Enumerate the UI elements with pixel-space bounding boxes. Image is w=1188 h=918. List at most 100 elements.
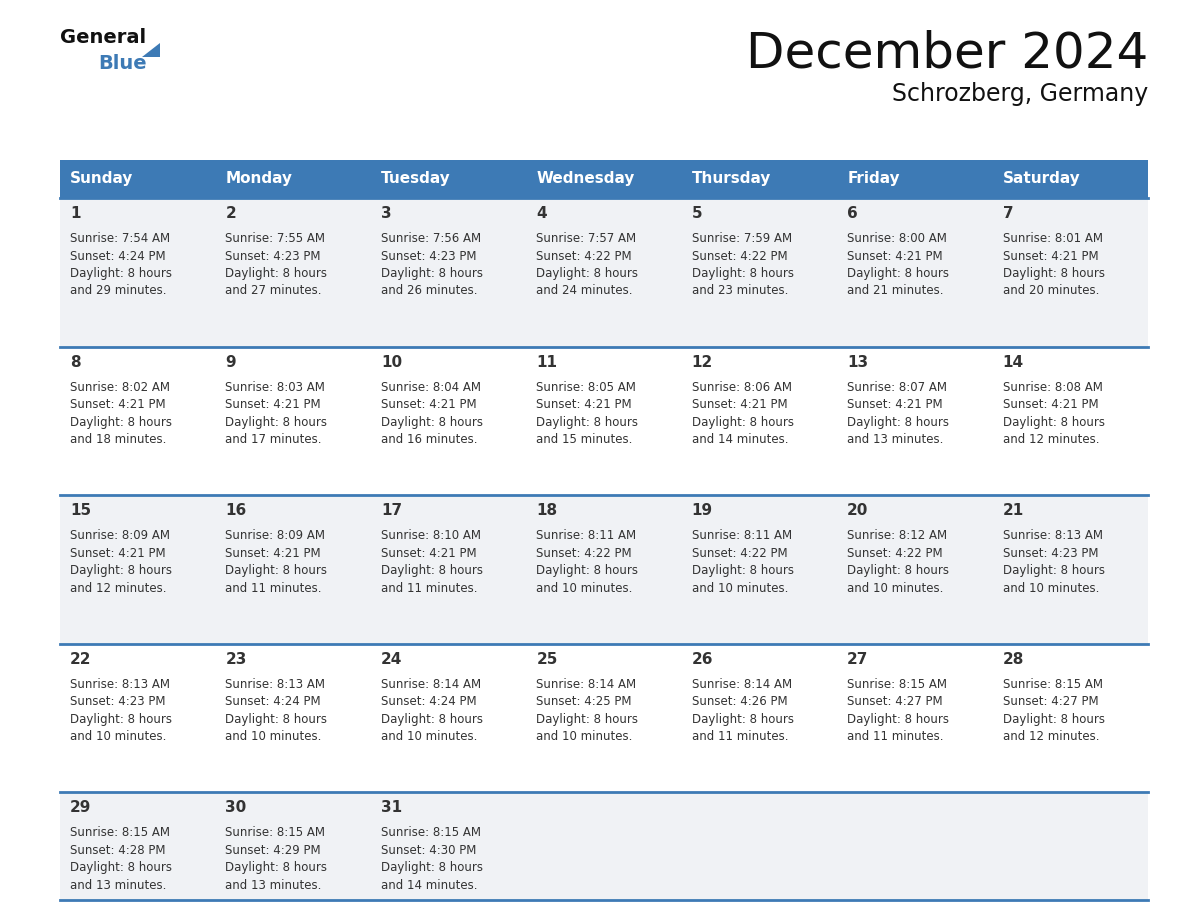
Text: 16: 16 [226, 503, 247, 518]
Text: Sunset: 4:28 PM: Sunset: 4:28 PM [70, 844, 165, 856]
Bar [61, 792, 1148, 900]
Text: 26: 26 [691, 652, 713, 666]
Text: Sunset: 4:22 PM: Sunset: 4:22 PM [536, 250, 632, 263]
Text: Daylight: 8 hours: Daylight: 8 hours [226, 861, 328, 875]
Text: and 10 minutes.: and 10 minutes. [70, 731, 166, 744]
Text: Daylight: 8 hours: Daylight: 8 hours [691, 416, 794, 429]
Text: Sunset: 4:27 PM: Sunset: 4:27 PM [1003, 695, 1098, 709]
Text: Sunset: 4:25 PM: Sunset: 4:25 PM [536, 695, 632, 709]
Text: and 14 minutes.: and 14 minutes. [381, 879, 478, 892]
Text: Daylight: 8 hours: Daylight: 8 hours [1003, 416, 1105, 429]
Text: Sunrise: 8:11 AM: Sunrise: 8:11 AM [536, 529, 637, 543]
Text: 8: 8 [70, 354, 81, 370]
Text: and 13 minutes.: and 13 minutes. [70, 879, 166, 892]
Text: Sunset: 4:30 PM: Sunset: 4:30 PM [381, 844, 476, 856]
Text: Sunset: 4:23 PM: Sunset: 4:23 PM [70, 695, 165, 709]
Text: 21: 21 [1003, 503, 1024, 518]
Text: Blue: Blue [97, 54, 146, 73]
Text: 14: 14 [1003, 354, 1024, 370]
Text: Sunrise: 7:57 AM: Sunrise: 7:57 AM [536, 232, 637, 245]
Text: and 10 minutes.: and 10 minutes. [226, 731, 322, 744]
Text: Sunrise: 8:15 AM: Sunrise: 8:15 AM [226, 826, 326, 839]
Text: Daylight: 8 hours: Daylight: 8 hours [536, 565, 638, 577]
Text: 13: 13 [847, 354, 868, 370]
Text: Daylight: 8 hours: Daylight: 8 hours [381, 861, 482, 875]
Text: and 21 minutes.: and 21 minutes. [847, 285, 943, 297]
Text: Daylight: 8 hours: Daylight: 8 hours [226, 712, 328, 726]
Text: Daylight: 8 hours: Daylight: 8 hours [381, 416, 482, 429]
Bar [61, 644, 1148, 792]
Text: 19: 19 [691, 503, 713, 518]
Text: Daylight: 8 hours: Daylight: 8 hours [847, 565, 949, 577]
Text: and 18 minutes.: and 18 minutes. [70, 433, 166, 446]
Text: 11: 11 [536, 354, 557, 370]
Text: and 16 minutes.: and 16 minutes. [381, 433, 478, 446]
Text: Sunrise: 8:15 AM: Sunrise: 8:15 AM [1003, 677, 1102, 691]
Text: Daylight: 8 hours: Daylight: 8 hours [1003, 565, 1105, 577]
Text: and 10 minutes.: and 10 minutes. [536, 582, 633, 595]
Text: Daylight: 8 hours: Daylight: 8 hours [691, 565, 794, 577]
Text: Sunrise: 8:14 AM: Sunrise: 8:14 AM [381, 677, 481, 691]
Text: 18: 18 [536, 503, 557, 518]
Text: and 11 minutes.: and 11 minutes. [226, 582, 322, 595]
Text: Sunrise: 8:09 AM: Sunrise: 8:09 AM [226, 529, 326, 543]
Text: and 10 minutes.: and 10 minutes. [381, 731, 478, 744]
Text: Sunset: 4:23 PM: Sunset: 4:23 PM [226, 250, 321, 263]
Text: Daylight: 8 hours: Daylight: 8 hours [226, 565, 328, 577]
Bar [61, 495, 1148, 644]
Text: Sunrise: 8:07 AM: Sunrise: 8:07 AM [847, 381, 947, 394]
Text: Sunrise: 8:03 AM: Sunrise: 8:03 AM [226, 381, 326, 394]
Text: and 23 minutes.: and 23 minutes. [691, 285, 788, 297]
Text: Sunrise: 8:05 AM: Sunrise: 8:05 AM [536, 381, 636, 394]
Text: Sunset: 4:21 PM: Sunset: 4:21 PM [226, 398, 321, 411]
Text: Schrozberg, Germany: Schrozberg, Germany [892, 82, 1148, 106]
Text: Sunset: 4:27 PM: Sunset: 4:27 PM [847, 695, 943, 709]
Text: Sunrise: 7:56 AM: Sunrise: 7:56 AM [381, 232, 481, 245]
Text: Saturday: Saturday [1003, 172, 1080, 186]
Text: Sunrise: 8:01 AM: Sunrise: 8:01 AM [1003, 232, 1102, 245]
Polygon shape [143, 43, 160, 57]
Text: and 12 minutes.: and 12 minutes. [1003, 731, 1099, 744]
Text: Daylight: 8 hours: Daylight: 8 hours [1003, 712, 1105, 726]
Text: Daylight: 8 hours: Daylight: 8 hours [226, 416, 328, 429]
Text: Sunset: 4:24 PM: Sunset: 4:24 PM [70, 250, 165, 263]
Text: 5: 5 [691, 206, 702, 221]
Text: and 12 minutes.: and 12 minutes. [1003, 433, 1099, 446]
Text: and 11 minutes.: and 11 minutes. [847, 731, 943, 744]
Text: December 2024: December 2024 [746, 30, 1148, 78]
Text: Sunrise: 8:14 AM: Sunrise: 8:14 AM [691, 677, 792, 691]
Text: and 29 minutes.: and 29 minutes. [70, 285, 166, 297]
Text: 10: 10 [381, 354, 402, 370]
Text: 20: 20 [847, 503, 868, 518]
Text: Daylight: 8 hours: Daylight: 8 hours [381, 712, 482, 726]
Text: Sunrise: 8:00 AM: Sunrise: 8:00 AM [847, 232, 947, 245]
Text: Sunrise: 8:09 AM: Sunrise: 8:09 AM [70, 529, 170, 543]
Text: Sunset: 4:22 PM: Sunset: 4:22 PM [536, 547, 632, 560]
Text: Sunrise: 8:15 AM: Sunrise: 8:15 AM [847, 677, 947, 691]
Text: Thursday: Thursday [691, 172, 771, 186]
Text: Sunrise: 8:13 AM: Sunrise: 8:13 AM [1003, 529, 1102, 543]
Text: 1: 1 [70, 206, 81, 221]
Text: Daylight: 8 hours: Daylight: 8 hours [381, 267, 482, 280]
Text: Sunset: 4:24 PM: Sunset: 4:24 PM [226, 695, 321, 709]
Text: Daylight: 8 hours: Daylight: 8 hours [691, 267, 794, 280]
Text: Daylight: 8 hours: Daylight: 8 hours [536, 267, 638, 280]
Text: Sunset: 4:21 PM: Sunset: 4:21 PM [70, 547, 165, 560]
Text: Sunday: Sunday [70, 172, 133, 186]
Text: Sunrise: 8:02 AM: Sunrise: 8:02 AM [70, 381, 170, 394]
Text: 23: 23 [226, 652, 247, 666]
Text: Daylight: 8 hours: Daylight: 8 hours [847, 267, 949, 280]
Text: Sunset: 4:21 PM: Sunset: 4:21 PM [847, 398, 943, 411]
Bar [61, 160, 1148, 198]
Text: and 17 minutes.: and 17 minutes. [226, 433, 322, 446]
Text: and 10 minutes.: and 10 minutes. [536, 731, 633, 744]
Text: and 10 minutes.: and 10 minutes. [1003, 582, 1099, 595]
Text: Sunrise: 8:06 AM: Sunrise: 8:06 AM [691, 381, 791, 394]
Text: Sunset: 4:22 PM: Sunset: 4:22 PM [847, 547, 943, 560]
Text: 27: 27 [847, 652, 868, 666]
Text: Daylight: 8 hours: Daylight: 8 hours [847, 416, 949, 429]
Text: Sunrise: 8:14 AM: Sunrise: 8:14 AM [536, 677, 637, 691]
Text: Sunrise: 8:15 AM: Sunrise: 8:15 AM [70, 826, 170, 839]
Text: Sunset: 4:21 PM: Sunset: 4:21 PM [1003, 398, 1098, 411]
Text: Sunset: 4:21 PM: Sunset: 4:21 PM [226, 547, 321, 560]
